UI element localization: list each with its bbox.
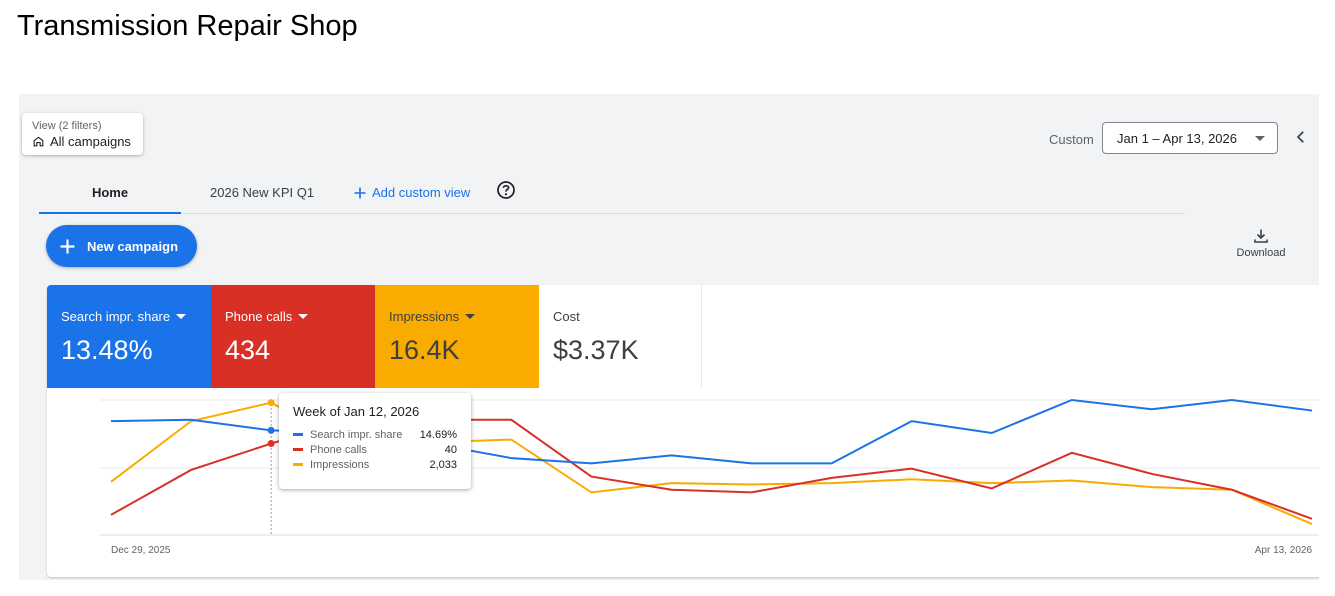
tooltip-series-value: 14.69% — [419, 428, 457, 441]
legend-swatch — [293, 433, 303, 436]
dropdown-arrow-icon — [298, 314, 309, 319]
plus-icon — [354, 187, 366, 198]
chart-tooltip: Week of Jan 12, 2026 Search impr. share … — [279, 393, 471, 489]
page-title: Transmission Repair Shop — [17, 10, 358, 42]
metric-impressions[interactable]: Impressions 16.4K — [375, 285, 539, 388]
add-custom-view-label: Add custom view — [372, 185, 471, 200]
dropdown-arrow-icon — [176, 314, 187, 319]
metric-label: Phone calls — [225, 309, 293, 324]
metric-label: Cost — [553, 309, 580, 324]
view-selector[interactable]: View (2 filters) All campaigns — [22, 113, 143, 155]
new-campaign-button[interactable]: New campaign — [46, 225, 197, 267]
tooltip-series-name: Search impr. share — [310, 428, 403, 441]
date-range-type: Custom — [1049, 132, 1094, 147]
dropdown-arrow-icon — [1255, 136, 1265, 141]
tooltip-title: Week of Jan 12, 2026 — [293, 404, 420, 419]
home-icon — [33, 136, 44, 147]
view-filters-label: View (2 filters) — [32, 120, 102, 132]
tooltip-row: Phone calls 40 — [293, 442, 457, 457]
date-range-selector[interactable]: Jan 1 – Apr 13, 2026 — [1102, 122, 1278, 154]
view-tabs: Home 2026 New KPI Q1 Add custom view — [39, 172, 1185, 214]
metric-label: Impressions — [389, 309, 460, 324]
download-icon — [1254, 229, 1268, 243]
tooltip-series-value: 40 — [444, 443, 457, 456]
metric-value: 434 — [225, 335, 271, 365]
x-tick-start: Dec 29, 2025 — [111, 545, 171, 556]
metric-cost[interactable]: Cost $3.37K — [539, 285, 702, 388]
new-campaign-label: New campaign — [87, 238, 179, 254]
tooltip-row: Search impr. share 14.69% — [293, 427, 457, 442]
tooltip-series-name: Impressions — [310, 458, 370, 471]
dropdown-arrow-icon — [465, 314, 476, 319]
highlight-point — [267, 426, 275, 434]
tooltip-series-value: 2,033 — [429, 458, 457, 471]
metric-value: 13.48% — [61, 335, 153, 365]
date-range-value: Jan 1 – Apr 13, 2026 — [1117, 130, 1237, 146]
tab-home[interactable]: Home — [91, 185, 129, 200]
chevron-left-icon[interactable] — [1292, 128, 1310, 146]
add-custom-view-button[interactable]: Add custom view — [354, 185, 470, 200]
active-tab-indicator — [39, 212, 181, 214]
tab-2026-new-kpi-q1[interactable]: 2026 New KPI Q1 — [210, 185, 315, 200]
highlight-point — [267, 399, 275, 407]
legend-swatch — [293, 463, 303, 466]
performance-card: Search impr. share 13.48% Phone calls 43… — [47, 285, 1319, 577]
tooltip-series-name: Phone calls — [310, 443, 367, 456]
x-tick-end: Apr 13, 2026 — [1255, 545, 1313, 556]
download-button[interactable]: Download — [1224, 228, 1298, 259]
help-icon[interactable] — [496, 180, 516, 200]
performance-line-chart: Dec 29, 2025 Apr 13, 2026 — [100, 398, 1319, 556]
metric-value: $3.37K — [553, 335, 639, 365]
metric-label: Search impr. share — [61, 309, 171, 324]
metric-value: 16.4K — [389, 335, 460, 365]
download-label: Download — [1236, 247, 1286, 259]
metric-search-impr-share[interactable]: Search impr. share 13.48% — [47, 285, 211, 388]
tooltip-row: Impressions 2,033 — [293, 457, 457, 472]
google-ads-overview-panel: View (2 filters) All campaigns Custom Ja… — [19, 94, 1319, 580]
plus-icon — [60, 239, 75, 253]
metric-phone-calls[interactable]: Phone calls 434 — [211, 285, 375, 388]
highlight-point — [267, 440, 275, 448]
view-name: All campaigns — [50, 134, 131, 149]
legend-swatch — [293, 448, 303, 451]
